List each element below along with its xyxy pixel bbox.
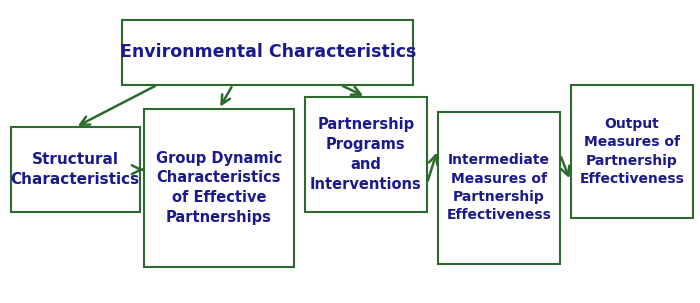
FancyBboxPatch shape	[10, 127, 140, 212]
FancyBboxPatch shape	[122, 20, 413, 85]
Text: Output
Measures of
Partnership
Effectiveness: Output Measures of Partnership Effective…	[580, 117, 684, 186]
Text: Environmental Characteristics: Environmental Characteristics	[120, 43, 416, 61]
Text: Intermediate
Measures of
Partnership
Effectiveness: Intermediate Measures of Partnership Eff…	[447, 153, 551, 222]
FancyBboxPatch shape	[570, 85, 693, 218]
FancyBboxPatch shape	[438, 112, 560, 264]
Text: Group Dynamic
Characteristics
of Effective
Partnerships: Group Dynamic Characteristics of Effecti…	[155, 151, 282, 225]
Text: Partnership
Programs
and
Interventions: Partnership Programs and Interventions	[310, 117, 421, 192]
FancyBboxPatch shape	[304, 97, 427, 212]
FancyBboxPatch shape	[144, 109, 294, 267]
Text: Structural
Characteristics: Structural Characteristics	[10, 152, 140, 187]
